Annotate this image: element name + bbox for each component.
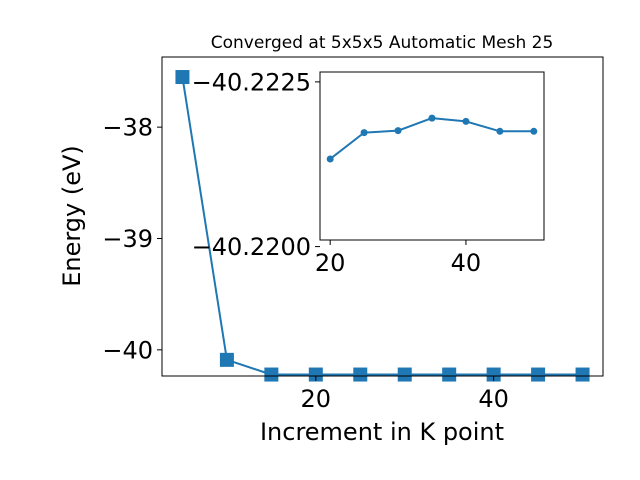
- main-data-point: [531, 367, 546, 382]
- main-y-tick-label: −38: [102, 114, 153, 142]
- inset-data-point: [530, 127, 538, 135]
- main-data-point: [175, 70, 190, 85]
- main-data-point: [219, 352, 234, 367]
- main-plot-frame: [161, 56, 604, 377]
- inset-x-axis: 20 40: [315, 240, 481, 277]
- main-series-line: [181, 76, 583, 376]
- inset-series: [326, 114, 538, 163]
- inset-data-point: [462, 117, 470, 125]
- main-y-tick-label: −40: [102, 336, 153, 364]
- chart-title: Converged at 5x5x5 Automatic Mesh 25: [211, 33, 554, 53]
- main-data-point: [264, 367, 279, 382]
- inset-y-tick-label: −40.2225: [192, 68, 311, 96]
- main-data-point: [486, 367, 501, 382]
- inset-x-tick-label: 40: [451, 249, 482, 277]
- inset-plot: −40.2225−40.2200 20 40: [192, 68, 545, 277]
- inset-data-point: [360, 129, 368, 137]
- inset-background: [320, 72, 544, 240]
- inset-y-tick-label: −40.2200: [192, 233, 311, 261]
- main-data-point: [308, 367, 323, 382]
- inset-x-tick-label: 20: [315, 249, 346, 277]
- inset-data-point: [326, 155, 334, 163]
- main-data-point: [353, 367, 368, 382]
- x-axis-label: Increment in K point: [260, 418, 504, 446]
- main-series: [175, 70, 590, 382]
- main-x-tick-label: 20: [301, 385, 332, 413]
- main-plot: −38−39−40 20 40 Converged at 5x5x5 Automa…: [58, 33, 604, 446]
- main-x-tick-label: 40: [478, 385, 509, 413]
- inset-frame: [319, 71, 545, 241]
- main-data-point: [575, 367, 590, 382]
- main-y-tick-label: −39: [102, 225, 153, 253]
- main-data-point: [397, 367, 412, 382]
- main-data-point: [442, 367, 457, 382]
- inset-y-axis: −40.2225 −40.2200: [192, 68, 320, 261]
- inset-data-point: [496, 127, 504, 135]
- main-x-axis: 20 40: [301, 376, 509, 413]
- inset-data-point: [394, 127, 402, 135]
- inset-data-point: [428, 114, 436, 122]
- main-y-axis: −38 −39 −40: [102, 114, 162, 364]
- y-axis-label: Energy (eV): [58, 145, 86, 287]
